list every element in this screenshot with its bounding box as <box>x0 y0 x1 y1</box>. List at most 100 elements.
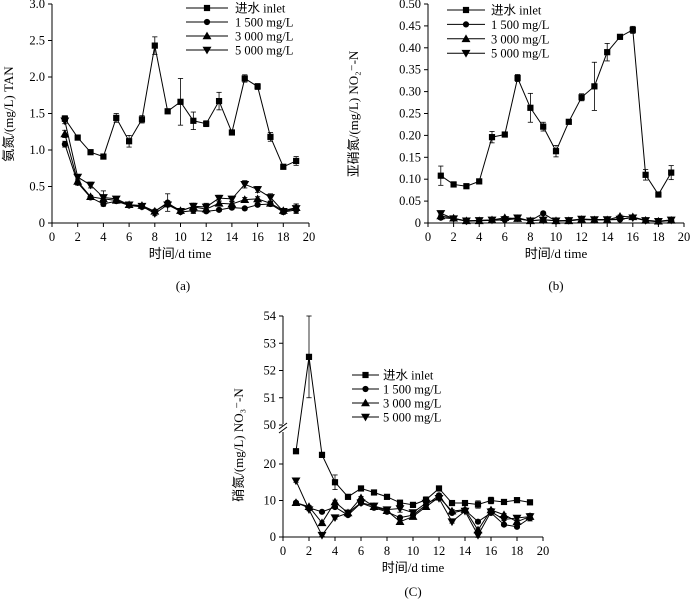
square-marker-icon <box>362 371 369 379</box>
square-marker-icon <box>500 498 508 506</box>
y-tick-label: 54 <box>264 309 277 323</box>
square-marker-icon <box>203 4 211 12</box>
triangle-down-marker-icon <box>512 514 522 523</box>
series-line-5000mgL <box>64 120 297 215</box>
square-marker-icon <box>254 83 261 90</box>
triangle-down-marker-icon <box>343 509 353 518</box>
triangle-up-marker-icon <box>253 194 263 203</box>
square-marker-icon <box>462 6 470 14</box>
triangle-down-marker-icon <box>317 531 327 540</box>
chart-panel-c-nitrate: 0 10 20 50 51 52 53 54 0 2 4 6 8 10 12 14 16 18 20 硝氮/(mg/L… <box>231 309 549 599</box>
y-axis-label: 氨氮/(mg/L) TAN <box>1 66 16 162</box>
y-tick-label: 0.50 <box>399 0 421 11</box>
square-marker-icon <box>642 171 649 178</box>
triangle-down-marker-icon <box>577 215 587 224</box>
triangle-up-marker-icon <box>60 129 70 138</box>
y-tick-label: 10 <box>264 494 277 508</box>
triangle-up-marker-icon <box>330 497 340 506</box>
triangle-down-marker-icon <box>474 217 484 225</box>
square-marker-icon <box>383 493 391 500</box>
square-marker-icon <box>126 138 133 145</box>
series-1500mgL <box>61 140 300 216</box>
y-tick-label: 0.40 <box>399 41 421 55</box>
triangle-down-marker-icon <box>176 208 185 216</box>
x-tick-label: 20 <box>678 230 691 244</box>
triangle-up-marker-icon <box>227 199 237 208</box>
x-tick-label: 18 <box>652 230 665 244</box>
triangle-down-marker-icon <box>473 531 483 540</box>
triangle-down-marker-icon <box>240 181 250 189</box>
triangle-down-marker-icon <box>369 502 379 511</box>
y-axis-label: 亚硝氮/(mg/L) NO₂⁻-N <box>347 50 361 177</box>
square-marker-icon <box>331 479 339 486</box>
x-tick-label: 8 <box>384 544 390 558</box>
triangle-down-marker-icon <box>525 513 535 521</box>
triangle-down-marker-icon <box>615 215 625 224</box>
panel-caption: (a) <box>176 278 190 293</box>
triangle-down-marker-icon <box>551 217 561 226</box>
triangle-down-marker-icon <box>564 217 574 225</box>
triangle-down-marker-icon <box>111 195 121 204</box>
y-tick-label: 2.0 <box>29 70 45 84</box>
triangle-down-marker-icon <box>538 216 548 225</box>
triangle-up-marker-icon <box>202 31 212 40</box>
triangle-down-marker-icon <box>487 216 497 225</box>
triangle-down-marker-icon <box>124 201 134 210</box>
square-marker-icon <box>526 499 534 506</box>
square-marker-icon <box>514 74 521 82</box>
square-marker-icon <box>87 149 94 156</box>
square-marker-icon <box>190 117 197 124</box>
square-marker-icon <box>344 493 352 500</box>
triangle-up-marker-icon <box>291 498 301 506</box>
square-marker-icon <box>604 49 611 56</box>
square-marker-icon <box>513 497 521 504</box>
panel-caption: (b) <box>548 278 563 293</box>
x-tick-label: 16 <box>627 230 640 244</box>
triangle-down-marker-icon <box>641 217 651 225</box>
triangle-down-marker-icon <box>421 499 431 508</box>
square-marker-icon <box>655 191 662 198</box>
legend-item-3000mgL: 3 000 mg/L <box>186 30 293 44</box>
y-tick-label: 0 <box>270 530 276 544</box>
x-tick-label: 8 <box>152 230 158 244</box>
square-marker-icon <box>476 178 483 185</box>
x-tick-label: 2 <box>75 230 81 244</box>
square-marker-icon <box>228 129 236 136</box>
legend-label: 进水 inlet <box>235 2 286 16</box>
x-tick-label: 6 <box>502 230 508 244</box>
triangle-down-marker-icon <box>137 202 147 211</box>
y-tick-label: 0.05 <box>399 194 421 208</box>
legend-item-1500mgL: 1 500 mg/L <box>447 18 549 32</box>
triangle-down-marker-icon <box>666 216 676 225</box>
chart-panel-a-tan: 0 0.5 1.0 1.5 2.0 2.5 3.0 0 2 4 6 8 10 12 14 16 18 20 氨氮/(… <box>1 0 315 293</box>
circle-marker-icon <box>203 18 211 26</box>
legend-label: 5 000 mg/L <box>235 44 293 58</box>
x-tick-label: 16 <box>251 230 264 244</box>
triangle-down-marker-icon <box>408 509 418 517</box>
y-tick-label: 0.45 <box>399 19 421 33</box>
triangle-down-marker-icon <box>460 507 470 516</box>
legend-label: 1 500 mg/L <box>491 18 549 32</box>
square-marker-icon <box>450 181 457 188</box>
square-marker-icon <box>437 172 444 179</box>
x-tick-label: 18 <box>511 544 524 558</box>
square-marker-icon <box>591 83 598 90</box>
square-marker-icon <box>267 133 274 140</box>
square-marker-icon <box>357 485 365 492</box>
square-marker-icon <box>487 497 495 504</box>
square-marker-icon <box>113 114 120 121</box>
triangle-down-marker-icon <box>436 210 446 218</box>
square-marker-icon <box>565 118 572 125</box>
y-tick-label: 0.25 <box>399 107 421 121</box>
x-tick-label: 8 <box>527 230 533 244</box>
triangle-down-marker-icon <box>265 194 275 202</box>
triangle-down-marker-icon <box>361 413 370 422</box>
legend-label: 3 000 mg/L <box>235 30 293 44</box>
triangle-down-marker-icon <box>73 173 83 182</box>
triangle-up-marker-icon <box>361 398 370 407</box>
triangle-down-marker-icon <box>202 46 212 55</box>
circle-marker-icon <box>318 508 326 515</box>
triangle-down-marker-icon <box>60 117 70 126</box>
